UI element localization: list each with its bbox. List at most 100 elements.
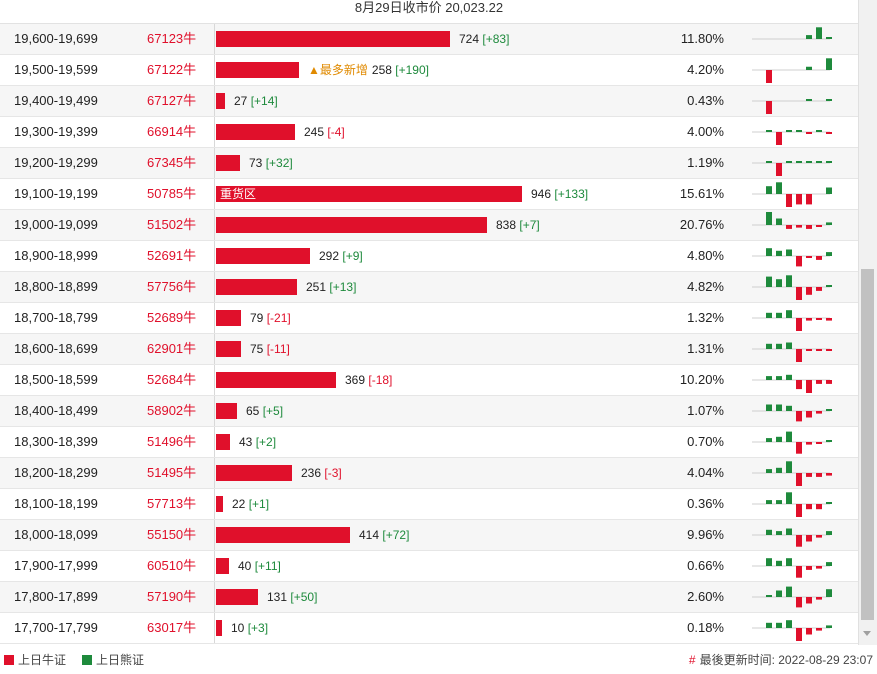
sparkline-bar bbox=[786, 620, 792, 628]
warrant-code-link[interactable]: 52689牛 bbox=[147, 310, 197, 325]
sparkline-bar bbox=[786, 249, 792, 256]
sparkline-bar bbox=[806, 287, 812, 295]
bar-value: 369 [-18] bbox=[345, 365, 392, 395]
sparkline-bar bbox=[826, 625, 832, 628]
sparkline-bar bbox=[826, 380, 832, 384]
count-value: 65 bbox=[246, 404, 260, 418]
sparkline-bar bbox=[816, 225, 822, 227]
sparkline-bar bbox=[786, 431, 792, 442]
warrant-code-link[interactable]: 57190牛 bbox=[147, 589, 197, 604]
count-delta: [+9] bbox=[342, 249, 363, 263]
warrant-code-link[interactable]: 67123牛 bbox=[147, 31, 197, 46]
warrant-code-link[interactable]: 67122牛 bbox=[147, 62, 197, 77]
sparkline-bar bbox=[766, 404, 772, 411]
price-range: 18,600-18,699 bbox=[14, 341, 98, 356]
sparkline-bar bbox=[816, 287, 822, 291]
count-delta: [+72] bbox=[382, 528, 410, 542]
price-range: 18,200-18,299 bbox=[14, 465, 98, 480]
sparkline-chart bbox=[752, 58, 832, 83]
warrant-code-link[interactable]: 57713牛 bbox=[147, 496, 197, 511]
sparkline-bar bbox=[766, 558, 772, 566]
count-value: 79 bbox=[250, 311, 264, 325]
count-delta: [-11] bbox=[266, 342, 290, 356]
sparkline-bar bbox=[766, 595, 772, 597]
bar-cell: 73 [+32] bbox=[214, 148, 664, 178]
warrant-code-link[interactable]: 67127牛 bbox=[147, 93, 197, 108]
sparkline-bar bbox=[826, 252, 832, 256]
sparkline-bar bbox=[766, 276, 772, 287]
sparkline-bar bbox=[776, 590, 782, 597]
scrollbar-thumb[interactable] bbox=[861, 269, 874, 620]
bar-value: 75 [-11] bbox=[250, 334, 290, 364]
count-delta: [+133] bbox=[554, 187, 589, 201]
sparkline-bar bbox=[796, 411, 802, 422]
table-row: 19,500-19,599 67122牛 ▲最多新增 258 [+190] 4.20% bbox=[0, 55, 858, 86]
percentage-value: 15.61% bbox=[679, 186, 724, 201]
sparkline-bar bbox=[826, 440, 832, 442]
sparkline-chart bbox=[752, 212, 832, 229]
warrant-code-link[interactable]: 58902牛 bbox=[147, 403, 197, 418]
warrant-code-link[interactable]: 50785牛 bbox=[147, 186, 197, 201]
sparkline-bar bbox=[776, 163, 782, 176]
sparkline bbox=[752, 117, 832, 147]
warrant-code-link[interactable]: 66914牛 bbox=[147, 124, 197, 139]
sparkline-bar bbox=[766, 500, 772, 504]
sparkline-bar bbox=[826, 132, 832, 134]
sparkline-bar bbox=[816, 628, 822, 631]
legend-bear-label: 上日熊证 bbox=[96, 653, 145, 667]
vertical-scrollbar[interactable] bbox=[858, 0, 877, 645]
bar-value: 22 [+1] bbox=[232, 489, 269, 519]
warrant-code-link[interactable]: 51496牛 bbox=[147, 434, 197, 449]
warrant-code-link[interactable]: 63017牛 bbox=[147, 620, 197, 635]
sparkline-bar bbox=[796, 287, 802, 300]
sparkline-bar bbox=[766, 438, 772, 442]
sparkline-chart bbox=[752, 342, 832, 362]
warrant-code-link[interactable]: 52691牛 bbox=[147, 248, 197, 263]
count-value: 251 bbox=[306, 280, 327, 294]
count-delta: [+11] bbox=[254, 559, 281, 573]
sparkline-bar bbox=[796, 256, 802, 267]
warrant-code-link[interactable]: 52684牛 bbox=[147, 372, 197, 387]
warrant-code-link[interactable]: 67345牛 bbox=[147, 155, 197, 170]
warrant-code-link[interactable]: 57756牛 bbox=[147, 279, 197, 294]
sparkline-bar bbox=[796, 566, 802, 578]
volume-bar bbox=[216, 62, 299, 78]
warrant-code-link[interactable]: 51495牛 bbox=[147, 465, 197, 480]
volume-bar bbox=[216, 372, 336, 388]
sparkline-bar bbox=[786, 342, 792, 349]
sparkline-bar bbox=[786, 558, 792, 566]
sparkline bbox=[752, 334, 832, 364]
sparkline-bar bbox=[826, 187, 832, 194]
sparkline-bar bbox=[766, 130, 772, 132]
sparkline-bar bbox=[786, 586, 792, 597]
warrant-code-link[interactable]: 55150牛 bbox=[147, 527, 197, 542]
warrant-code-link[interactable]: 62901牛 bbox=[147, 341, 197, 356]
sparkline-bar bbox=[816, 442, 822, 444]
count-value: 245 bbox=[304, 125, 325, 139]
sparkline-bar bbox=[816, 130, 822, 132]
bar-value: 414 [+72] bbox=[359, 520, 409, 550]
table-row: 18,400-18,499 58902牛 65 [+5] 1.07% bbox=[0, 396, 858, 427]
warrant-code-link[interactable]: 51502牛 bbox=[147, 217, 197, 232]
sparkline-chart bbox=[752, 431, 832, 454]
count-value: 946 bbox=[531, 187, 552, 201]
sparkline-bar bbox=[826, 349, 832, 351]
sparkline-bar bbox=[816, 161, 822, 163]
bar-value: 245 [-4] bbox=[304, 117, 345, 147]
warrant-code-link[interactable]: 60510牛 bbox=[147, 558, 197, 573]
sparkline bbox=[752, 241, 832, 271]
volume-bar bbox=[216, 403, 237, 419]
bar-value: 10 [+3] bbox=[231, 613, 268, 643]
table-row: 17,900-17,999 60510牛 40 [+11] 0.66% bbox=[0, 551, 858, 582]
sparkline-bar bbox=[816, 597, 822, 600]
bar-value: 292 [+9] bbox=[319, 241, 363, 271]
sparkline-bar bbox=[766, 248, 772, 256]
volume-bar bbox=[216, 93, 225, 109]
sparkline-chart bbox=[752, 586, 832, 608]
sparkline-chart bbox=[752, 130, 832, 145]
percentage-value: 0.70% bbox=[687, 434, 724, 449]
sparkline-bar bbox=[776, 182, 782, 194]
sparkline-bar bbox=[766, 161, 772, 163]
scroll-down-arrow-icon[interactable] bbox=[863, 631, 871, 636]
sparkline-bar bbox=[816, 349, 822, 351]
